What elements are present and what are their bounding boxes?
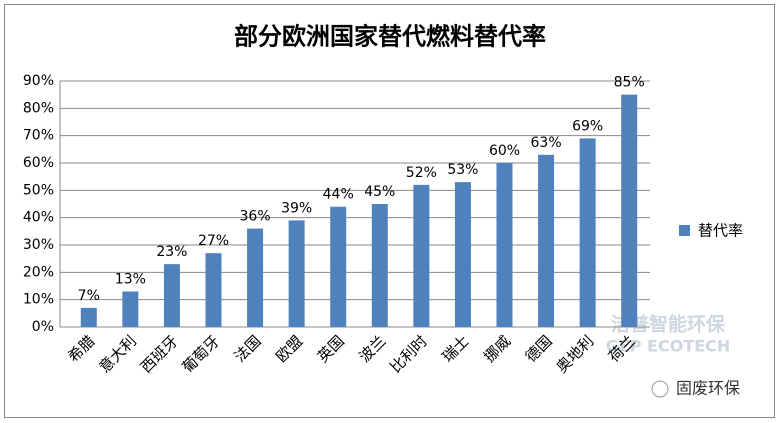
y-tick-label: 30% xyxy=(23,237,54,253)
data-label: 60% xyxy=(489,143,520,159)
y-tick-label: 90% xyxy=(23,73,54,89)
data-label: 85% xyxy=(614,75,645,91)
watermark: 洁普智能环保 xyxy=(611,313,726,336)
bar xyxy=(122,291,139,327)
data-label: 45% xyxy=(364,184,395,200)
bar xyxy=(330,206,347,327)
data-label: 27% xyxy=(198,233,229,249)
data-label: 7% xyxy=(78,288,100,304)
bar xyxy=(371,204,388,327)
legend-swatch xyxy=(679,225,690,236)
bar xyxy=(454,182,471,327)
y-tick-label: 10% xyxy=(23,292,54,308)
y-tick-label: 0% xyxy=(32,319,54,335)
bar xyxy=(163,264,180,327)
bar xyxy=(621,94,638,328)
y-tick-label: 60% xyxy=(23,155,54,171)
watermark: 固废环保 xyxy=(676,379,740,398)
data-label: 39% xyxy=(281,200,312,216)
y-tick-label: 70% xyxy=(23,128,54,144)
bar xyxy=(80,307,97,327)
y-tick-label: 40% xyxy=(23,210,54,226)
data-label: 36% xyxy=(240,209,271,225)
data-label: 53% xyxy=(447,162,478,178)
chart-border xyxy=(4,4,775,418)
data-label: 23% xyxy=(156,244,187,260)
y-tick-label: 50% xyxy=(23,182,54,198)
bar xyxy=(496,163,513,327)
bar xyxy=(579,138,596,327)
bar xyxy=(538,154,555,327)
chart-title: 部分欧洲国家替代燃料替代率 xyxy=(234,22,546,51)
bar xyxy=(288,220,305,327)
data-label: 52% xyxy=(406,165,437,181)
y-tick-label: 20% xyxy=(23,264,54,280)
data-label: 69% xyxy=(572,118,603,134)
watermark: GEP ECOTECH xyxy=(606,337,731,356)
watermark-icon xyxy=(651,380,669,398)
y-tick-label: 80% xyxy=(23,100,54,116)
bar xyxy=(205,253,222,327)
bar xyxy=(247,228,264,327)
data-label: 63% xyxy=(531,135,562,151)
data-label: 13% xyxy=(115,271,146,287)
data-label: 44% xyxy=(323,187,354,203)
legend-label: 替代率 xyxy=(698,222,743,240)
bar xyxy=(413,184,430,327)
